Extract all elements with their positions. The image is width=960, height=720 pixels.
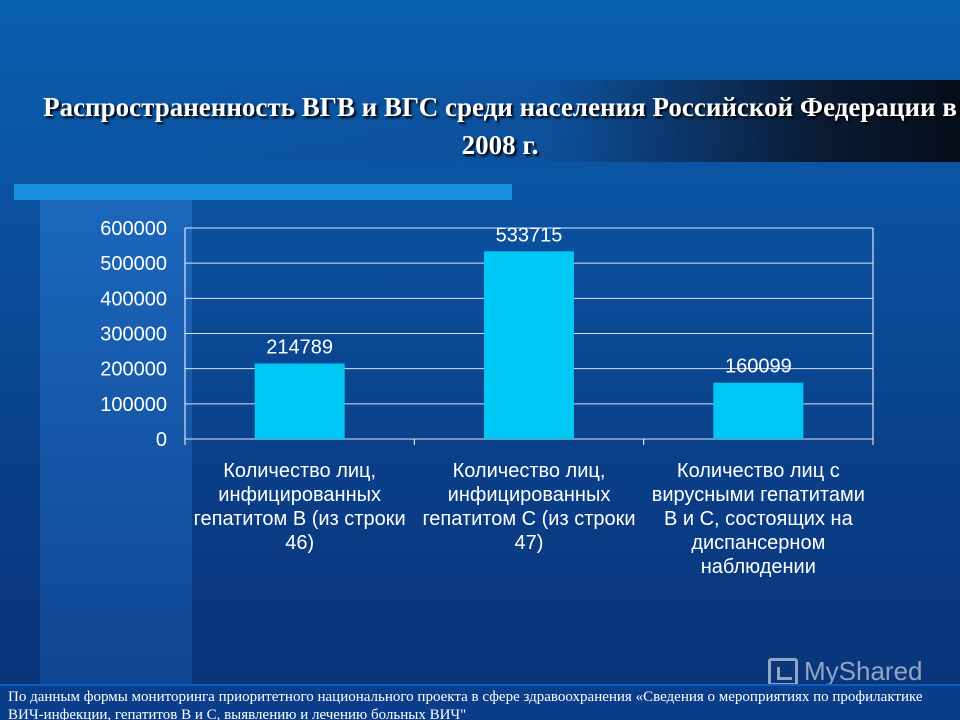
- watermark: MyShared: [768, 656, 923, 687]
- bar: [484, 251, 574, 439]
- bar-chart: 0 100000 200000 300000 400000 500000 600000 214…: [100, 218, 804, 451]
- y-tick-label: 200000: [100, 359, 167, 381]
- myshared-logo-icon: [768, 657, 798, 686]
- data-label: 214789: [266, 336, 333, 358]
- y-tick-label: 300000: [100, 324, 167, 346]
- y-tick-label: 0: [156, 429, 167, 451]
- y-tick-label: 400000: [100, 288, 167, 310]
- x-tick-label: Количество лиц, инфицированных гепатитом…: [193, 460, 406, 554]
- slide-title: Распространенность ВГВ и ВГС среди насел…: [43, 92, 957, 160]
- accent-bar: [14, 184, 512, 200]
- y-tick-label: 600000: [100, 218, 167, 240]
- x-tick-label: Количество лиц, инфицированных гепатитом…: [422, 460, 636, 554]
- left-accent-panel: [40, 200, 192, 685]
- data-label: 160099: [725, 356, 792, 378]
- y-tick-label: 500000: [100, 253, 167, 275]
- footnote: По данным формы мониторинга приоритетног…: [0, 684, 960, 720]
- bar: [713, 382, 804, 439]
- bar: [254, 363, 345, 439]
- x-tick-label: Количество лиц с вирусными гепатитами В …: [651, 460, 865, 578]
- watermark-text: MyShared: [804, 656, 923, 686]
- title-band: [40, 80, 960, 162]
- data-label: 533715: [496, 224, 563, 246]
- y-tick-label: 100000: [100, 394, 167, 416]
